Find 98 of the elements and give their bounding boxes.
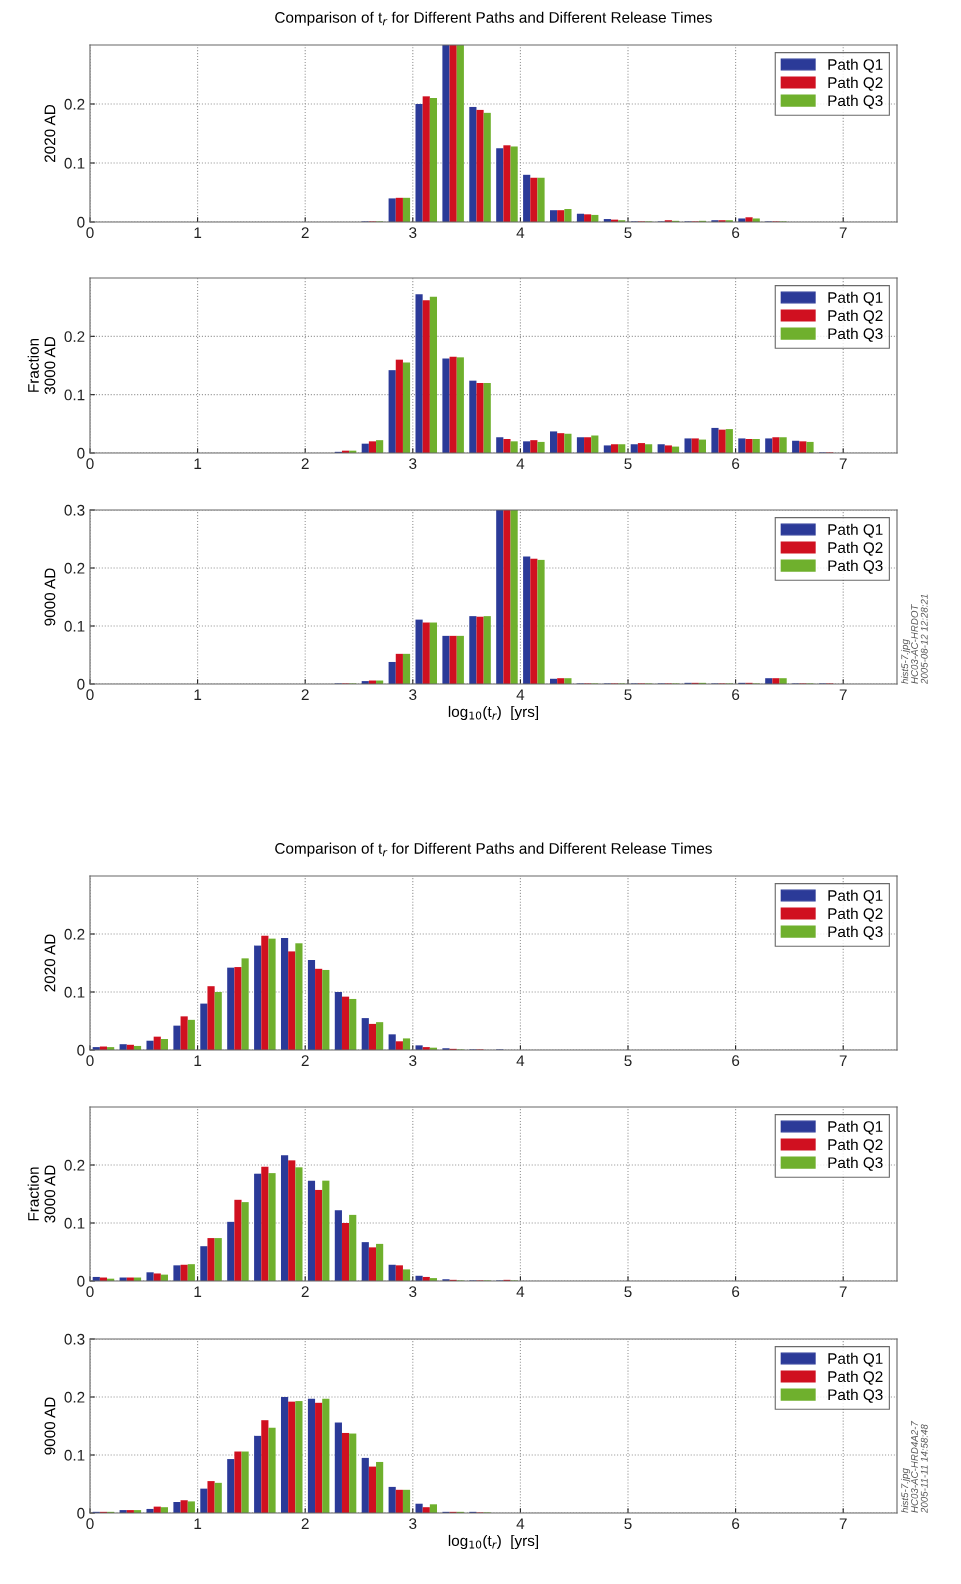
y-tick-label: 0.1: [64, 1217, 85, 1229]
x-tick-label: 1: [194, 1518, 202, 1529]
x-tick-label: 3: [409, 458, 417, 470]
x-tick-label: 2: [301, 458, 309, 469]
x-tick-label: 4: [516, 689, 525, 700]
x-tick-label: 5: [624, 458, 632, 470]
legend-label: Path Q1: [828, 1352, 883, 1367]
x-axis-title: log$_{10}$(t$_{r}$) [yrs]: [448, 705, 539, 721]
x-tick-label: 0: [86, 1518, 94, 1530]
legend-label: Path Q3: [828, 1388, 883, 1403]
y-axis-title: 2020 AD: [44, 104, 56, 163]
legend-label: Path Q3: [828, 559, 883, 574]
x-tick-label: 2: [301, 1055, 309, 1066]
x-tick-label: 3: [409, 1055, 417, 1067]
legend-label: Path Q1: [828, 1120, 883, 1135]
x-tick-label: 4: [516, 227, 525, 238]
x-tick-label: 5: [624, 227, 632, 239]
x-tick-label: 7: [839, 1518, 847, 1529]
x-tick-label: 6: [732, 1518, 740, 1530]
x-tick-label: 6: [732, 1055, 740, 1067]
x-tick-label: 2: [301, 227, 309, 238]
y-axis-title: 2020 AD: [44, 934, 56, 992]
x-tick-label: 6: [732, 689, 740, 701]
x-tick-label: 6: [732, 458, 740, 470]
x-tick-label: 0: [86, 458, 94, 470]
x-tick-label: 7: [839, 1286, 847, 1297]
legend-label: Path Q2: [828, 907, 883, 922]
text: hist5-7.jpg HC03-AC-HRD4A2-7 2005-11-11 14:58:48: [901, 1420, 928, 1514]
x-tick-label: 2: [301, 1286, 309, 1297]
x-axis-title: log$_{10}$(t$_{r}$) [yrs]: [448, 1534, 539, 1550]
x-tick-label: 3: [409, 227, 417, 239]
y-axis-title: Fraction 3000 AD: [27, 336, 56, 395]
y-tick-label: 0.1: [64, 389, 85, 401]
x-tick-label: 6: [732, 1286, 740, 1298]
x-tick-label: 3: [409, 1286, 417, 1298]
legend-label: Path Q1: [828, 523, 883, 538]
y-tick-label: 0: [77, 1044, 85, 1056]
legend-label: Path Q3: [828, 94, 883, 109]
legend-label: Path Q1: [828, 291, 883, 306]
x-tick-label: 4: [516, 1055, 525, 1066]
x-tick-label: 5: [624, 1286, 632, 1298]
y-tick-label: 0.3: [64, 1333, 85, 1345]
y-tick-label: 0: [77, 1275, 85, 1287]
y-tick-label: 0.2: [64, 562, 85, 574]
legend-label: Path Q3: [828, 925, 883, 940]
x-tick-label: 4: [516, 1518, 525, 1529]
x-tick-label: 7: [839, 458, 847, 469]
y-tick-label: 0.1: [64, 986, 85, 998]
y-tick-label: 0.3: [64, 504, 85, 516]
y-tick-label: 0.1: [64, 157, 85, 169]
legend-label: Path Q1: [828, 58, 883, 73]
legend-label: Path Q1: [828, 889, 883, 904]
legend-label: Path Q2: [828, 1138, 883, 1153]
legend-label: Path Q2: [828, 76, 883, 91]
y-axis-title: 9000 AD: [44, 1397, 56, 1455]
legend-label: Path Q2: [828, 541, 883, 556]
x-tick-label: 7: [839, 227, 847, 238]
y-axis-title: Fraction 3000 AD: [27, 1165, 56, 1223]
x-tick-label: 4: [516, 1286, 525, 1297]
x-tick-label: 7: [839, 1055, 847, 1066]
chart-title: Comparison of t$_{r}$ for Different Paths and Different Release Times: [275, 842, 712, 857]
x-tick-label: 2: [301, 689, 309, 700]
x-tick-label: 4: [516, 458, 525, 469]
x-tick-label: 1: [194, 1286, 202, 1297]
legend-label: Path Q2: [828, 1370, 883, 1385]
x-tick-label: 1: [194, 458, 202, 469]
x-tick-label: 0: [86, 227, 94, 239]
y-tick-label: 0.2: [64, 928, 85, 940]
y-tick-label: 0.2: [64, 1391, 85, 1403]
x-tick-label: 0: [86, 689, 94, 701]
legend-label: Path Q3: [828, 1156, 883, 1171]
x-tick-label: 1: [194, 689, 202, 700]
x-tick-label: 1: [194, 1055, 202, 1066]
x-tick-label: 5: [624, 689, 632, 701]
x-tick-label: 5: [624, 1055, 632, 1067]
x-tick-label: 6: [732, 227, 740, 239]
y-tick-label: 0.2: [64, 1159, 85, 1171]
legend-label: Path Q3: [828, 327, 883, 342]
y-tick-label: 0.2: [64, 98, 85, 110]
y-axis-title: 9000 AD: [44, 568, 56, 626]
text: hist5-7.jpg HC03-AC-HRDOT 2005-08-12 12:28:21: [901, 594, 928, 685]
y-tick-label: 0: [77, 216, 85, 228]
y-tick-label: 0: [77, 1507, 85, 1519]
y-tick-label: 0: [77, 447, 85, 459]
x-tick-label: 2: [301, 1518, 309, 1529]
x-tick-label: 5: [624, 1518, 632, 1530]
x-tick-label: 1: [194, 227, 202, 238]
y-tick-label: 0.1: [64, 1449, 85, 1461]
x-tick-label: 3: [409, 689, 417, 701]
x-tick-label: 0: [86, 1055, 94, 1067]
legend-label: Path Q2: [828, 309, 883, 324]
chart-title: Comparison of t$_{r}$ for Different Paths and Different Release Times: [275, 11, 712, 26]
x-tick-label: 3: [409, 1518, 417, 1530]
x-tick-label: 0: [86, 1286, 94, 1298]
y-tick-label: 0: [77, 678, 85, 690]
x-tick-label: 7: [839, 689, 847, 700]
y-tick-label: 0.2: [64, 331, 85, 343]
y-tick-label: 0.1: [64, 620, 85, 632]
